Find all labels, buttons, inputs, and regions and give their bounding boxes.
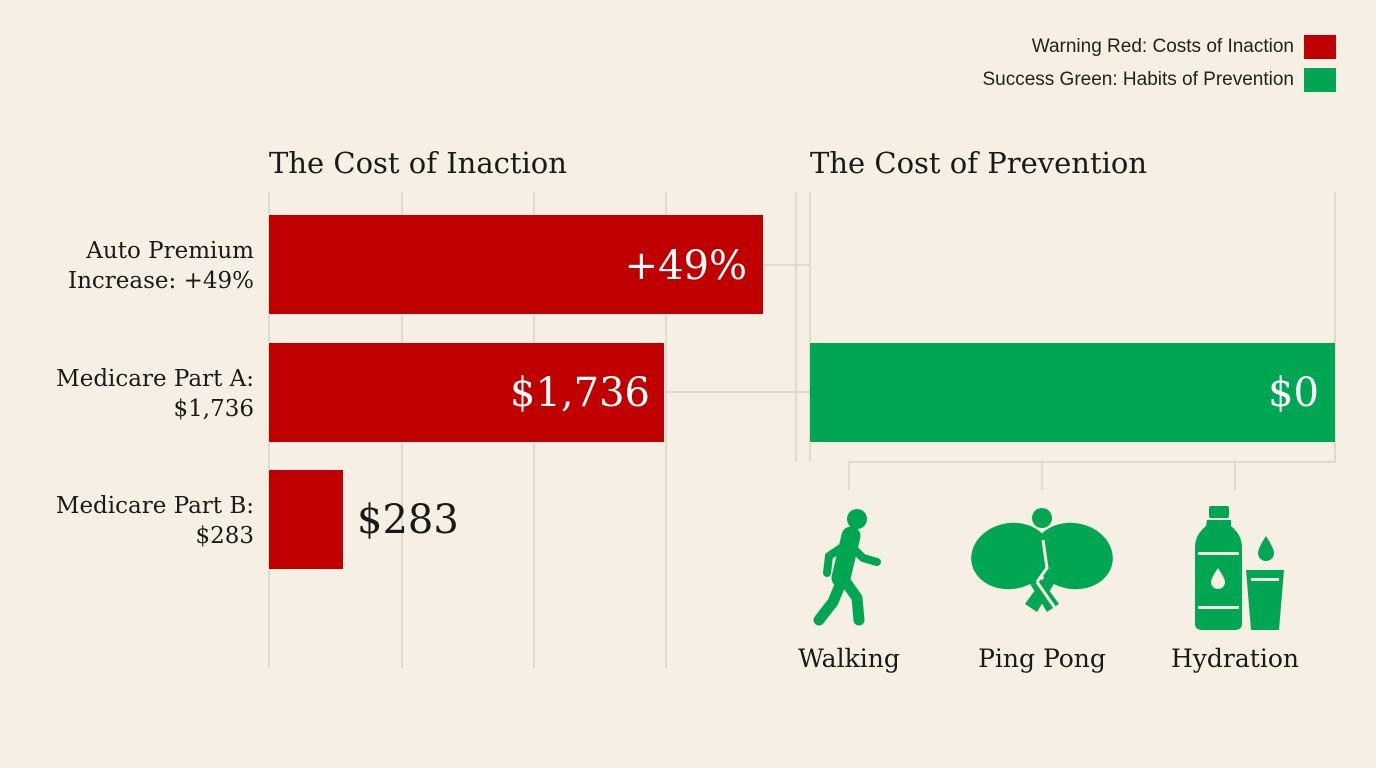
legend-item-prevention: Success Green: Habits of Prevention (982, 67, 1336, 93)
inaction-chart-title: The Cost of Inaction (269, 146, 567, 180)
walking-person-icon (813, 509, 881, 626)
water-bottle-glass-icon (1195, 506, 1284, 630)
category-label-medicare-a: Medicare Part A: $1,736 (56, 364, 254, 424)
value-label-medicare-b: $283 (357, 497, 459, 543)
category-label-medicare-b-line1: Medicare Part B: (55, 493, 254, 519)
category-label-medicare-b-line2: $283 (195, 523, 254, 549)
habit-label-ping-pong: Ping Pong (978, 644, 1106, 673)
category-label-auto-premium-line1: Auto Premium (86, 238, 254, 264)
category-label-medicare-b: Medicare Part B: $283 (56, 491, 254, 551)
habit-label-hydration: Hydration (1171, 644, 1299, 673)
habit-walking: Walking (759, 506, 939, 673)
value-label-auto-premium: +49% (624, 243, 747, 289)
bar-medicare-a (269, 343, 664, 442)
prevention-chart-title: The Cost of Prevention (810, 146, 1148, 180)
ping-pong-paddles-icon (971, 508, 1113, 612)
category-label-medicare-a-line1: Medicare Part A: (56, 366, 254, 392)
category-label-auto-premium: Auto Premium Increase: +49% (68, 236, 254, 296)
value-label-medicare-a: $1,736 (510, 370, 650, 416)
bar-medicare-b (269, 470, 343, 569)
legend: Warning Red: Costs of Inaction Success G… (982, 34, 1336, 100)
bars (269, 215, 1335, 569)
category-label-medicare-a-line2: $1,736 (173, 396, 254, 422)
habit-label-walking: Walking (798, 644, 900, 673)
legend-label-inaction: Warning Red: Costs of Inaction (1031, 36, 1294, 57)
category-label-auto-premium-line2: Increase: +49% (68, 268, 254, 294)
legend-item-inaction: Warning Red: Costs of Inaction (982, 34, 1336, 60)
legend-swatch-inaction (1304, 35, 1336, 59)
legend-swatch-prevention (1304, 68, 1336, 92)
habit-ping-pong: Ping Pong (952, 506, 1132, 673)
bar-prevention (810, 343, 1335, 442)
bar-auto-premium (269, 215, 763, 314)
legend-label-prevention: Success Green: Habits of Prevention (982, 69, 1294, 90)
habit-hydration: Hydration (1145, 506, 1325, 673)
value-label-prevention: $0 (1268, 370, 1319, 416)
